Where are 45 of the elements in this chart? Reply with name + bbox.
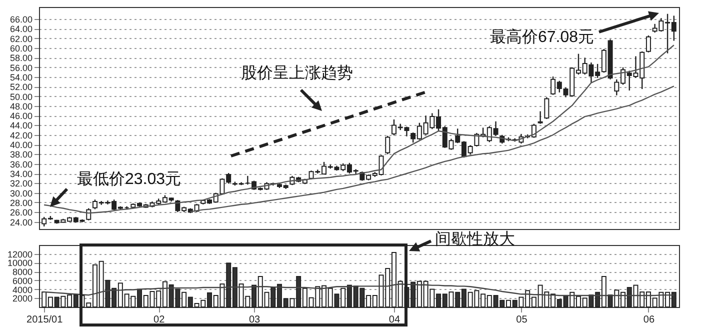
y-tick-label: 62.00 [10, 34, 32, 44]
candlestick [385, 135, 390, 155]
x-tick-label: 02 [154, 314, 166, 326]
y-tick-label: 34.00 [10, 169, 32, 179]
y-tick-label: 66.00 [10, 14, 32, 25]
y-tick-label: 26.00 [10, 208, 32, 218]
y-tick-label: 52.00 [10, 82, 32, 92]
y-tick-label: 38.00 [10, 150, 32, 160]
y-tick-label: 60.00 [10, 44, 32, 54]
candlestick [538, 110, 543, 124]
y-tick-label: 48.00 [10, 101, 32, 112]
line-series [190, 86, 675, 212]
y-tick-label: 64.00 [10, 24, 32, 34]
y-tick-label: 58.00 [10, 53, 32, 64]
y-tick-label: 4000 [12, 284, 32, 295]
x-tick-label: 06 [643, 314, 655, 326]
candlestick [646, 34, 651, 53]
x-tick-label: 03 [248, 314, 261, 326]
candlestick [86, 208, 92, 221]
annotation: 间歇性放大 [435, 230, 515, 248]
y-tick-label: 28.00 [10, 198, 32, 208]
annotation: 最低价23.03元 [77, 171, 182, 188]
x-tick-label: 2015/01 [26, 314, 64, 326]
y-tick-label: 30.00 [10, 188, 32, 198]
y-tick-label: 10000 [7, 258, 32, 268]
y-tick-label: 12000 [7, 249, 32, 260]
x-tick-label: 04 [388, 314, 400, 326]
annotation: 最高价67.08元 [490, 28, 594, 46]
annotation: 股价呈上涨趋势 [241, 64, 353, 82]
y-tick-label: 2000 [12, 294, 32, 304]
y-tick-label: 32.00 [10, 178, 32, 189]
y-tick-label: 50.00 [10, 92, 32, 102]
y-tick-label: 40.00 [10, 140, 32, 150]
y-tick-label: 6000 [12, 276, 32, 286]
x-tick-label: 05 [516, 314, 528, 326]
y-tick-label: 36.00 [10, 159, 32, 170]
y-tick-label: 44.00 [10, 120, 32, 131]
y-tick-label: 46.00 [10, 111, 32, 122]
candlestick [544, 96, 550, 120]
y-tick-label: 42.00 [10, 130, 32, 140]
y-tick-label: 8000 [12, 267, 32, 278]
y-tick-label: 24.00 [10, 217, 32, 228]
y-tick-label: 54.00 [10, 72, 32, 82]
line-series [43, 44, 675, 214]
y-tick-label: 56.00 [10, 62, 32, 73]
